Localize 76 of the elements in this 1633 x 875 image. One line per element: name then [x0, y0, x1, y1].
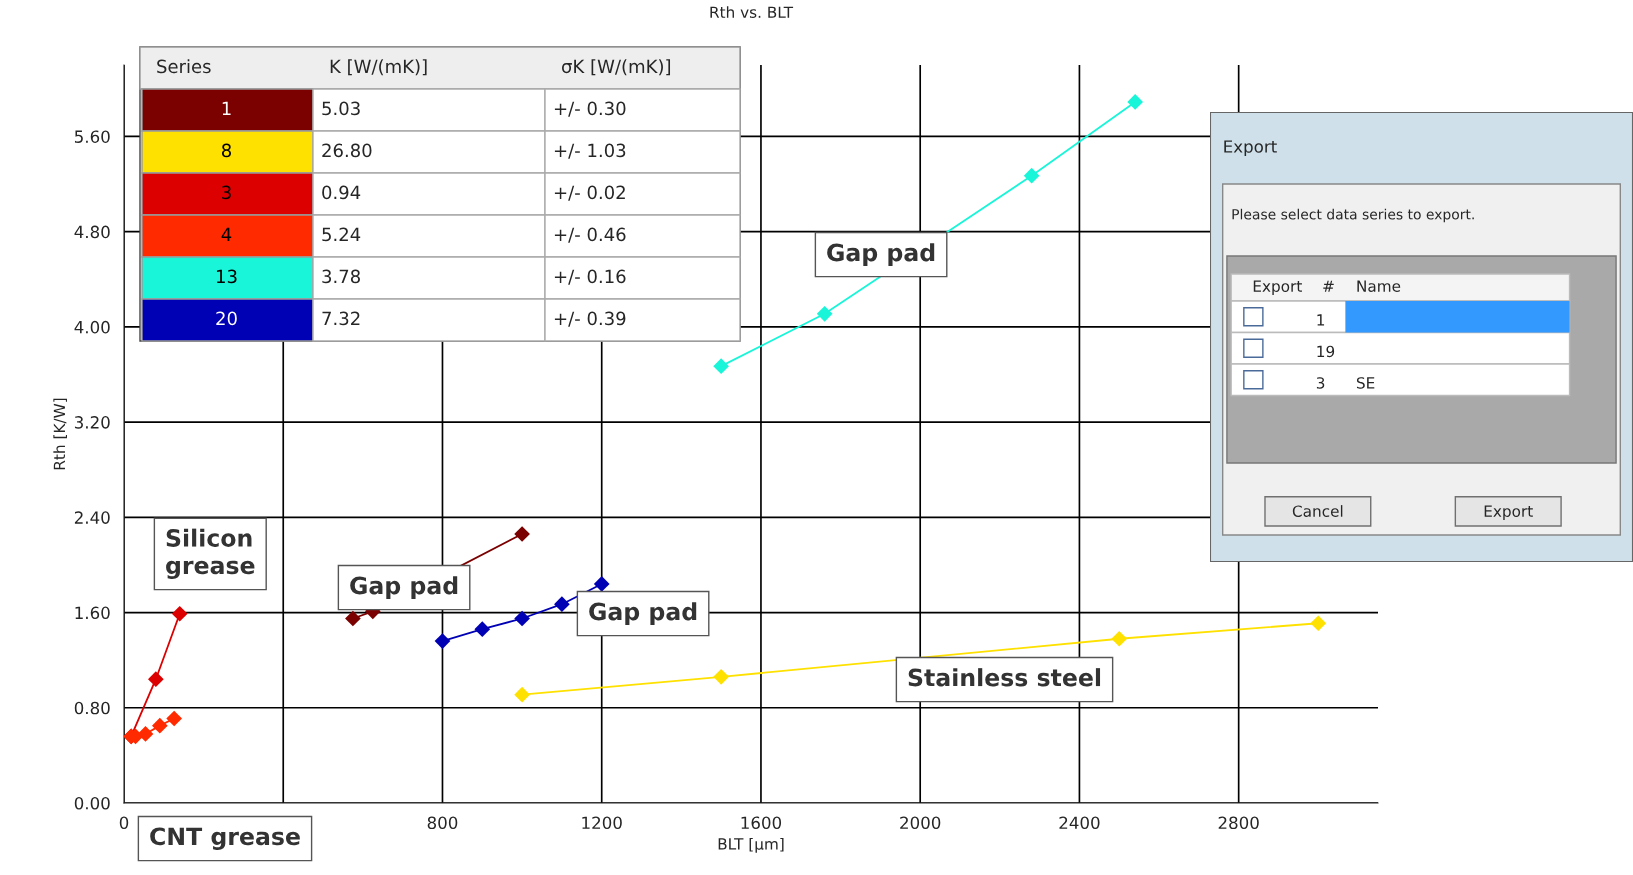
point: [1310, 615, 1327, 632]
x-tick-label: 2400: [1059, 816, 1100, 830]
point: [147, 671, 164, 688]
annotation: +/- 0.46: [554, 227, 626, 243]
point: [1023, 167, 1040, 184]
point: [816, 305, 833, 322]
annotation: 7.32: [322, 311, 360, 326]
x-axis-title: BLT [µm]: [718, 837, 784, 853]
text: Export: [1484, 505, 1533, 520]
annotation: +/- 0.16: [554, 269, 626, 285]
annotation: 0.94: [322, 185, 361, 200]
text: 1: [222, 101, 231, 115]
point: [514, 610, 530, 627]
point: [554, 596, 570, 613]
point: [151, 717, 168, 734]
annotation: 19: [1317, 345, 1335, 358]
annotation: Gap pad: [350, 576, 458, 599]
text: 8: [221, 143, 232, 158]
y-axis-title: Rth [K/W]: [53, 398, 67, 470]
text: Export: [1224, 140, 1277, 157]
point: [345, 610, 361, 627]
annotation: 3: [1316, 377, 1325, 389]
x-tick-label: 2000: [900, 816, 941, 830]
text: 13: [217, 269, 237, 284]
annotation: SE: [1356, 377, 1375, 389]
point: [1127, 94, 1144, 110]
annotation: Please select data series to export.: [1232, 208, 1474, 223]
annotation: σK [W/(mK)]: [562, 59, 671, 76]
annotation: 26.80: [322, 143, 372, 158]
x-tick-label: 800: [427, 816, 458, 830]
text: 3: [222, 185, 231, 200]
text: 20: [216, 311, 237, 326]
annotation: Stainless steel: [908, 668, 1101, 687]
point: [137, 726, 154, 742]
annotation: 5.03: [322, 101, 360, 116]
annotation: Cancel: [1292, 505, 1343, 517]
y-tick-label: 1.60: [75, 606, 110, 620]
x-tick-label: 1200: [582, 816, 622, 830]
annotation: 1: [1317, 314, 1325, 326]
point: [474, 621, 491, 638]
point: [593, 576, 610, 592]
annotation: +/- 1.03: [554, 143, 626, 159]
point: [713, 358, 729, 375]
x-tick-label: 0: [119, 816, 129, 830]
y-tick-label: 3.20: [74, 416, 110, 429]
point: [713, 668, 729, 685]
y-tick-label: 4.00: [74, 320, 110, 334]
chart-title: Rth vs. BLT: [710, 6, 794, 18]
text: 4: [221, 227, 232, 241]
annotation: Series: [157, 59, 211, 74]
annotation: +/- 0.02: [554, 185, 625, 201]
point: [171, 605, 188, 622]
y-tick-label: 4.80: [74, 225, 110, 239]
annotation: Export: [1253, 280, 1302, 295]
annotation: Gap pad: [827, 243, 935, 266]
point: [434, 633, 451, 649]
annotation: 5.24: [322, 227, 361, 242]
y-tick-label: 0.00: [74, 796, 110, 810]
text: CNT grease: [150, 827, 300, 850]
y-tick-label: 5.60: [74, 130, 110, 143]
point: [514, 526, 530, 542]
y-tick-label: 2.40: [74, 511, 110, 524]
point: [1111, 630, 1128, 647]
annotation: Gap pad: [589, 602, 697, 625]
annotation: 3.78: [322, 269, 360, 284]
point: [166, 710, 183, 727]
annotation: +/- 0.30: [554, 101, 626, 117]
annotation: +/- 0.39: [554, 311, 626, 327]
x-tick-label: 2800: [1218, 816, 1259, 830]
point: [514, 686, 530, 703]
annotation: Name: [1357, 280, 1401, 292]
annotation: K [W/(mK)]: [330, 59, 427, 76]
y-tick-label: 0.80: [74, 701, 110, 715]
annotation: #: [1323, 280, 1334, 292]
x-tick-label: 1600: [741, 816, 782, 830]
annotation: Silicon grease: [166, 528, 255, 579]
